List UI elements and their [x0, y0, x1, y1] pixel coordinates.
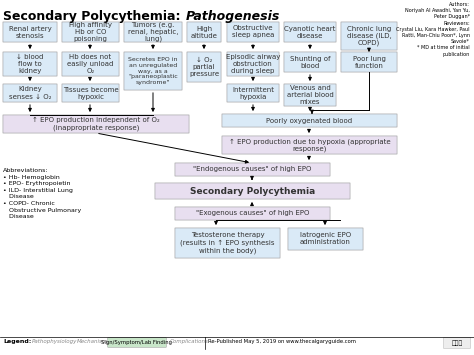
FancyBboxPatch shape [175, 163, 330, 176]
Text: Secondary Polycythemia:: Secondary Polycythemia: [3, 10, 185, 23]
Text: ↑ EPO production due to hypoxia (appropriate
response): ↑ EPO production due to hypoxia (appropr… [228, 138, 390, 152]
Text: Intermittent
hypoxia: Intermittent hypoxia [232, 87, 274, 99]
Text: Hb does not
easily unload
O₂: Hb does not easily unload O₂ [67, 54, 114, 74]
Text: Kidney
senses ↓ O₂: Kidney senses ↓ O₂ [9, 87, 51, 99]
Text: Secondary Polycythemia: Secondary Polycythemia [190, 186, 315, 196]
FancyBboxPatch shape [284, 52, 336, 72]
Text: Shunting of
blood: Shunting of blood [290, 55, 330, 69]
Text: Re-Published May 5, 2019 on www.thecalgaryguide.com: Re-Published May 5, 2019 on www.thecalga… [208, 339, 356, 344]
FancyBboxPatch shape [124, 22, 182, 42]
Text: Venous and
arterial blood
mixes: Venous and arterial blood mixes [287, 85, 333, 105]
FancyBboxPatch shape [227, 22, 279, 42]
FancyBboxPatch shape [3, 52, 57, 76]
Text: Cyanotic heart
disease: Cyanotic heart disease [284, 26, 336, 38]
Text: ↑ EPO production independent of O₂
(inappropriate response): ↑ EPO production independent of O₂ (inap… [32, 117, 160, 131]
FancyBboxPatch shape [175, 207, 330, 220]
Text: ↓ O₂
partial
pressure: ↓ O₂ partial pressure [189, 57, 219, 77]
FancyBboxPatch shape [284, 84, 336, 106]
Text: Chronic lung
disease (ILD,
COPD): Chronic lung disease (ILD, COPD) [346, 26, 392, 47]
FancyBboxPatch shape [341, 22, 397, 50]
Text: Secretes EPO in
an unregulated
way, as a
"paraneoplastic
syndrome": Secretes EPO in an unregulated way, as a… [128, 57, 178, 85]
Text: Legend:: Legend: [3, 339, 31, 344]
Text: Iatrogenic EPO
administration: Iatrogenic EPO administration [300, 233, 351, 246]
Text: High affinity
Hb or CO
poisoning: High affinity Hb or CO poisoning [69, 22, 112, 42]
FancyBboxPatch shape [288, 228, 363, 250]
FancyBboxPatch shape [187, 52, 221, 82]
Text: Authors:
Noriyah Al Awadhi, Yan Yu,
Peter Duggan*
Reviewers:
Crystal Liu, Kara H: Authors: Noriyah Al Awadhi, Yan Yu, Pete… [396, 2, 470, 56]
FancyBboxPatch shape [3, 22, 57, 42]
FancyBboxPatch shape [341, 52, 397, 72]
Text: Tumors (e.g.
renal, hepatic,
lung): Tumors (e.g. renal, hepatic, lung) [128, 22, 178, 43]
Text: High
altitude: High altitude [191, 26, 218, 38]
Text: Episodic airway
obstruction
during sleep: Episodic airway obstruction during sleep [226, 54, 280, 74]
FancyBboxPatch shape [175, 228, 280, 258]
Text: Sign/Symptom/Lab Finding: Sign/Symptom/Lab Finding [101, 340, 173, 345]
Text: "Endogenous causes" of high EPO: "Endogenous causes" of high EPO [193, 166, 312, 173]
Text: Tissues become
hypoxic: Tissues become hypoxic [63, 87, 118, 99]
Text: Abbreviations:
• Hb- Hemoglobin
• EPO- Erythropoietin
• ILD- Interstitial Lung
 : Abbreviations: • Hb- Hemoglobin • EPO- E… [3, 168, 81, 219]
FancyBboxPatch shape [222, 136, 397, 154]
Text: ↓ blood
flow to
kidney: ↓ blood flow to kidney [16, 54, 44, 74]
FancyBboxPatch shape [108, 338, 166, 347]
FancyBboxPatch shape [62, 52, 119, 76]
Text: Complications: Complications [170, 339, 209, 344]
Text: Mechanism: Mechanism [77, 339, 108, 344]
Text: Ⓒⓓⓢ: Ⓒⓓⓢ [451, 340, 463, 346]
FancyBboxPatch shape [3, 115, 189, 133]
FancyBboxPatch shape [155, 183, 350, 199]
Text: Obstructive
sleep apnea: Obstructive sleep apnea [232, 26, 274, 38]
FancyBboxPatch shape [62, 22, 119, 42]
FancyBboxPatch shape [284, 22, 336, 42]
FancyBboxPatch shape [62, 84, 119, 102]
FancyBboxPatch shape [3, 84, 57, 102]
FancyBboxPatch shape [444, 338, 471, 349]
FancyBboxPatch shape [222, 114, 397, 127]
Text: Testosterone therapy
(results in ↑ EPO synthesis
within the body): Testosterone therapy (results in ↑ EPO s… [180, 233, 275, 253]
Text: Poor lung
function: Poor lung function [353, 55, 385, 69]
Text: Poorly oxygenated blood: Poorly oxygenated blood [266, 118, 353, 124]
FancyBboxPatch shape [227, 52, 279, 76]
FancyBboxPatch shape [187, 22, 221, 42]
Text: Renal artery
stenosis: Renal artery stenosis [9, 26, 51, 38]
Text: "Exogenous causes" of high EPO: "Exogenous causes" of high EPO [196, 211, 309, 217]
Text: Pathogenesis: Pathogenesis [186, 10, 281, 23]
Text: Pathophysiology: Pathophysiology [32, 339, 77, 344]
FancyBboxPatch shape [227, 84, 279, 102]
FancyBboxPatch shape [124, 52, 182, 90]
